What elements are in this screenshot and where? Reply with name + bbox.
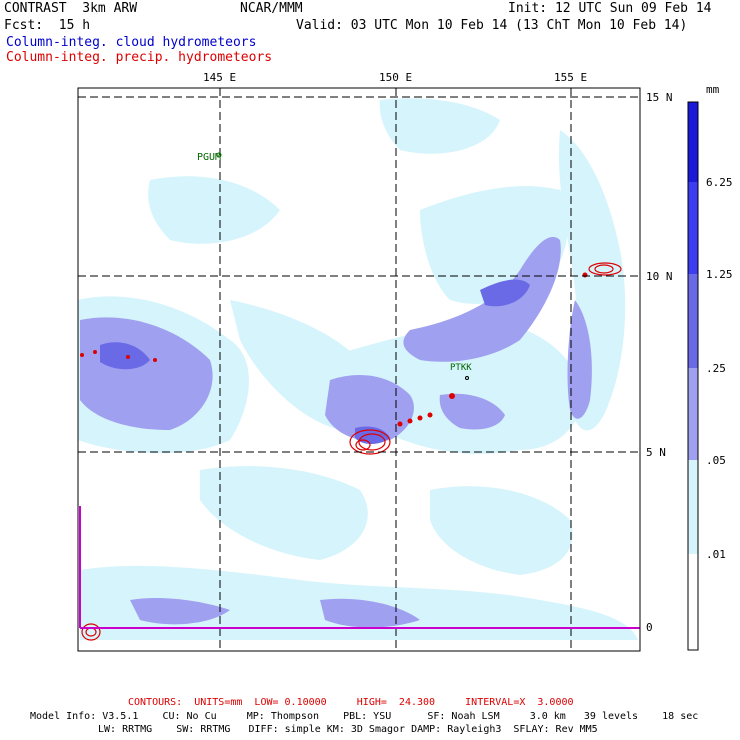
- lon-label-150: 150 E: [379, 71, 413, 84]
- init-time: Init: 12 UTC Sun 09 Feb 14: [508, 1, 712, 16]
- lat-label-10n: 10 N: [646, 270, 673, 283]
- valid-time: Valid: 03 UTC Mon 10 Feb 14 (13 ChT Mon …: [296, 18, 688, 33]
- colorbar-seg-5: [688, 460, 698, 554]
- map-frame: [77, 87, 641, 652]
- colorbar-label-3: .25: [706, 362, 726, 375]
- colorbar-frame: [687, 101, 699, 651]
- lat-label-5n: 5 N: [646, 446, 666, 459]
- colorbar-seg-4: [688, 368, 698, 460]
- colorbar-seg-6: [688, 554, 698, 650]
- legend-cloud: Column-integ. cloud hydrometeors: [6, 35, 257, 50]
- precip-contours: [81, 262, 622, 641]
- legend-precip: Column-integ. precip. hydrometeors: [6, 50, 273, 65]
- colorbar: [687, 101, 699, 651]
- lon-label-155: 155 E: [554, 71, 588, 84]
- station-markers: [216, 152, 469, 380]
- colorbar-unit: mm: [706, 83, 720, 96]
- colorbar-seg-2: [688, 182, 698, 274]
- colorbar-label-2: 1.25: [706, 268, 733, 281]
- colorbar-seg-1: [688, 102, 698, 182]
- precip-cells: [80, 272, 588, 427]
- colorbar-label-4: .05: [706, 454, 726, 467]
- domain-boundary: [79, 506, 640, 629]
- station-pgum-marker: [216, 152, 222, 158]
- station-ptkk-label: PTKK: [450, 363, 472, 373]
- forecast-hour: Fcst: 15 h: [4, 18, 91, 33]
- model-title: CONTRAST 3km ARW: [4, 1, 138, 16]
- colorbar-label-1: 6.25: [706, 176, 733, 189]
- colorbar-label-5: .01: [706, 548, 726, 561]
- lat-label-0: 0: [646, 621, 653, 634]
- model-info-line2: LW: RRTMG SW: RRTMG DIFF: simple KM: 3D …: [98, 724, 598, 735]
- model-info-line1: Model Info: V3.5.1 CU: No Cu MP: Thompso…: [30, 711, 699, 722]
- colorbar-seg-3: [688, 274, 698, 368]
- lat-lon-grid: [78, 88, 640, 651]
- lon-label-145: 145 E: [203, 71, 237, 84]
- org-label: NCAR/MMM: [240, 1, 303, 16]
- cloud-medium-areas: [80, 236, 592, 628]
- contours-info: CONTOURS: UNITS=mm LOW= 0.10000 HIGH= 24…: [128, 697, 574, 708]
- station-pgum-label: PGUM: [197, 152, 222, 163]
- lat-label-15n: 15 N: [646, 91, 673, 104]
- station-ptkk-marker: [465, 376, 469, 380]
